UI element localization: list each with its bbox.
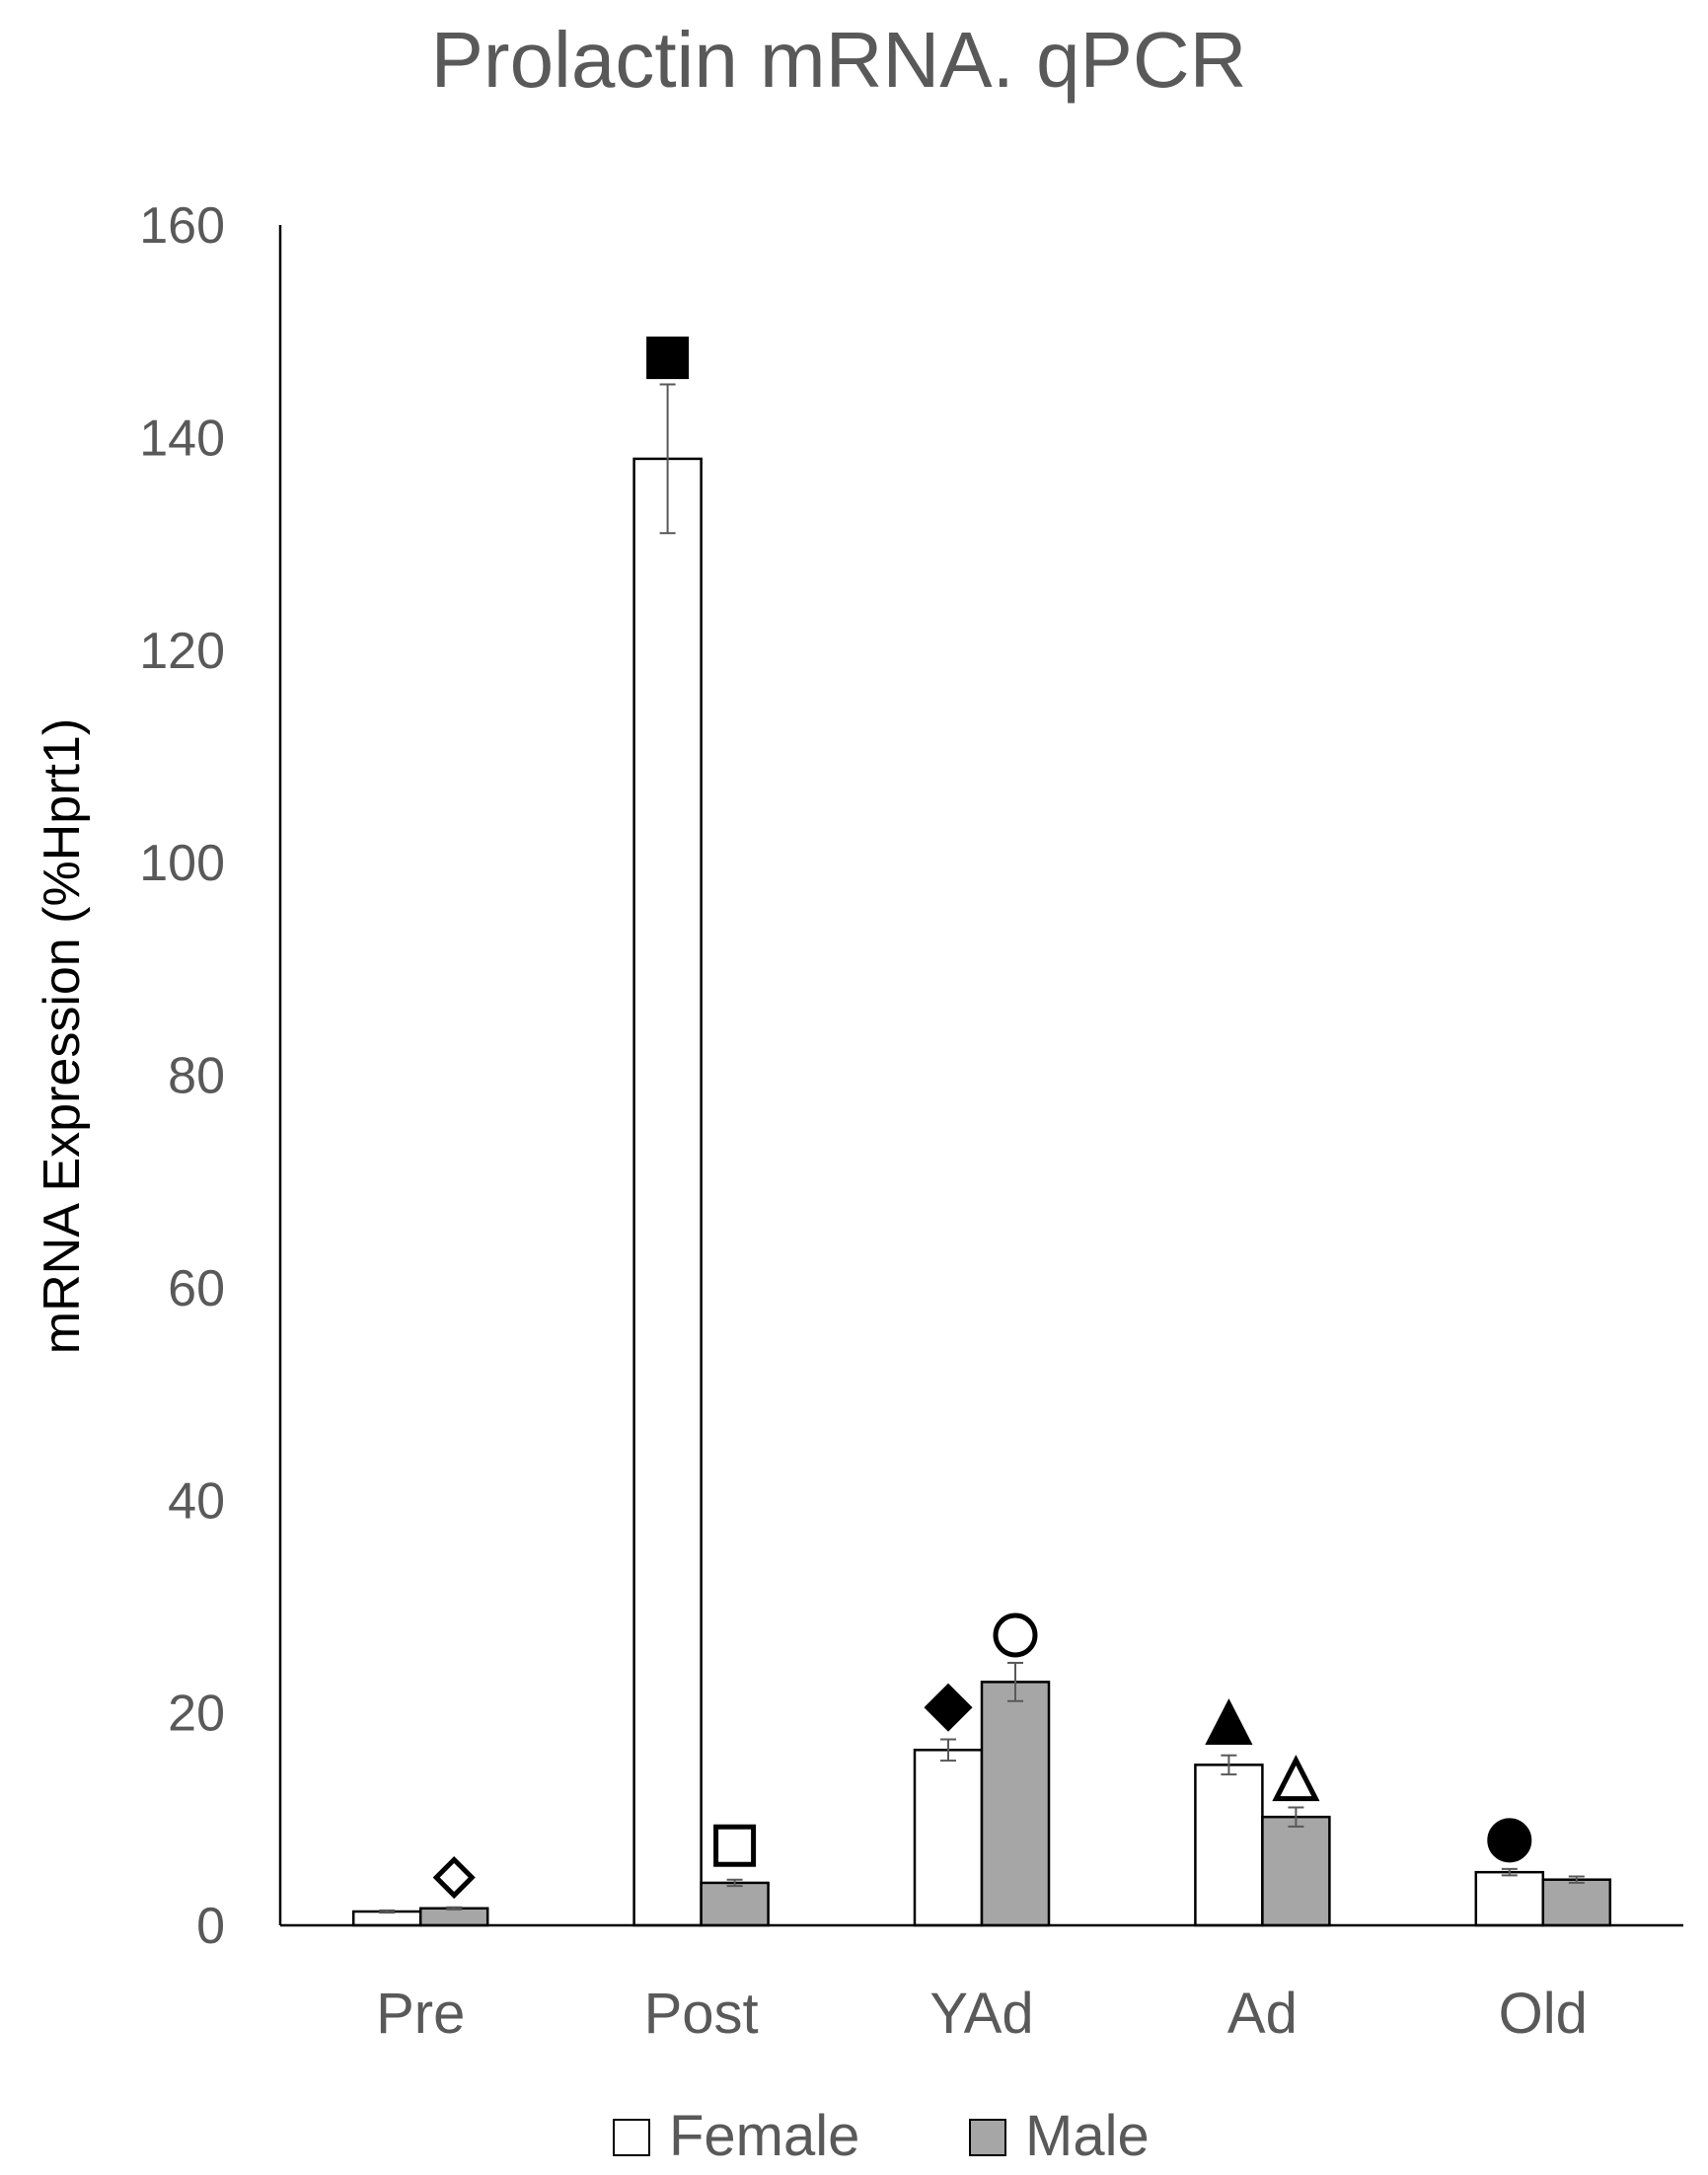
x-category-label-post: Post (644, 1982, 759, 2046)
bar-male-yad (980, 1681, 1051, 1927)
y-tick-label-160: 160 (139, 197, 225, 255)
chart-title: Prolactin mRNA. qPCR (431, 16, 1247, 104)
legend-label-female: Female (669, 2104, 859, 2168)
y-tick-label-100: 100 (139, 835, 225, 892)
y-tick-label-0: 0 (196, 1898, 225, 1955)
error-bar-male-old (1568, 1875, 1585, 1884)
y-axis-ticks: 0 20 40 60 80 100 120 140 160 (139, 197, 225, 1955)
error-bar-female-post (659, 383, 676, 535)
bar-male-post (700, 1881, 770, 1927)
marker-triangle-filled-ad-female (1205, 1698, 1253, 1746)
error-bar-female-old (1501, 1867, 1518, 1877)
y-tick-label-40: 40 (168, 1472, 225, 1530)
bar-male-pre (418, 1907, 489, 1927)
marker-circle-filled-old-female (1487, 1818, 1532, 1863)
bar-female-post (632, 457, 703, 1927)
legend: Female Male (613, 2104, 1150, 2168)
bars-group (351, 457, 1612, 1927)
marker-square-filled-post-female (646, 337, 690, 380)
marker-square-open-post-male (713, 1824, 757, 1867)
bar-male-old (1541, 1878, 1612, 1927)
x-category-label-old: Old (1499, 1982, 1588, 2046)
marker-diamond-open-pre-male (432, 1856, 476, 1900)
bar-female-old (1474, 1870, 1545, 1927)
bar-male-ad (1261, 1815, 1331, 1927)
x-category-label-yad: YAd (929, 1982, 1033, 2046)
marker-triangle-open-ad-male (1272, 1755, 1320, 1802)
error-bar-male-ad (1288, 1806, 1304, 1828)
legend-swatch-male (969, 2119, 1006, 2156)
error-bar-male-yad (1007, 1662, 1023, 1702)
x-category-label-ad: Ad (1227, 1982, 1298, 2046)
x-category-label-pre: Pre (376, 1982, 465, 2046)
error-bar-female-ad (1221, 1754, 1237, 1776)
x-axis-categories: Pre Post YAd Ad Old (376, 1982, 1588, 2046)
bar-female-yad (913, 1749, 984, 1927)
y-tick-label-20: 20 (168, 1686, 225, 1743)
legend-label-male: Male (1025, 2104, 1150, 2168)
error-bar-male-post (726, 1878, 743, 1888)
significance-markers (432, 337, 1532, 1900)
marker-circle-open-yad-male (993, 1612, 1038, 1658)
y-tick-label-140: 140 (139, 410, 225, 467)
bar-female-ad (1194, 1763, 1264, 1927)
marker-diamond-filled-yad-female (924, 1683, 973, 1732)
y-tick-label-120: 120 (139, 623, 225, 680)
y-tick-label-60: 60 (168, 1260, 225, 1317)
y-axis-label: mRNA Expression (%Hprt1) (34, 718, 91, 1354)
error-bar-female-pre (379, 1909, 396, 1914)
error-bar-male-pre (446, 1906, 463, 1911)
error-bars-group (379, 383, 1585, 1914)
legend-swatch-female (613, 2119, 650, 2156)
error-bar-female-yad (940, 1738, 956, 1762)
y-tick-label-80: 80 (168, 1048, 225, 1105)
bar-female-pre (351, 1910, 422, 1927)
